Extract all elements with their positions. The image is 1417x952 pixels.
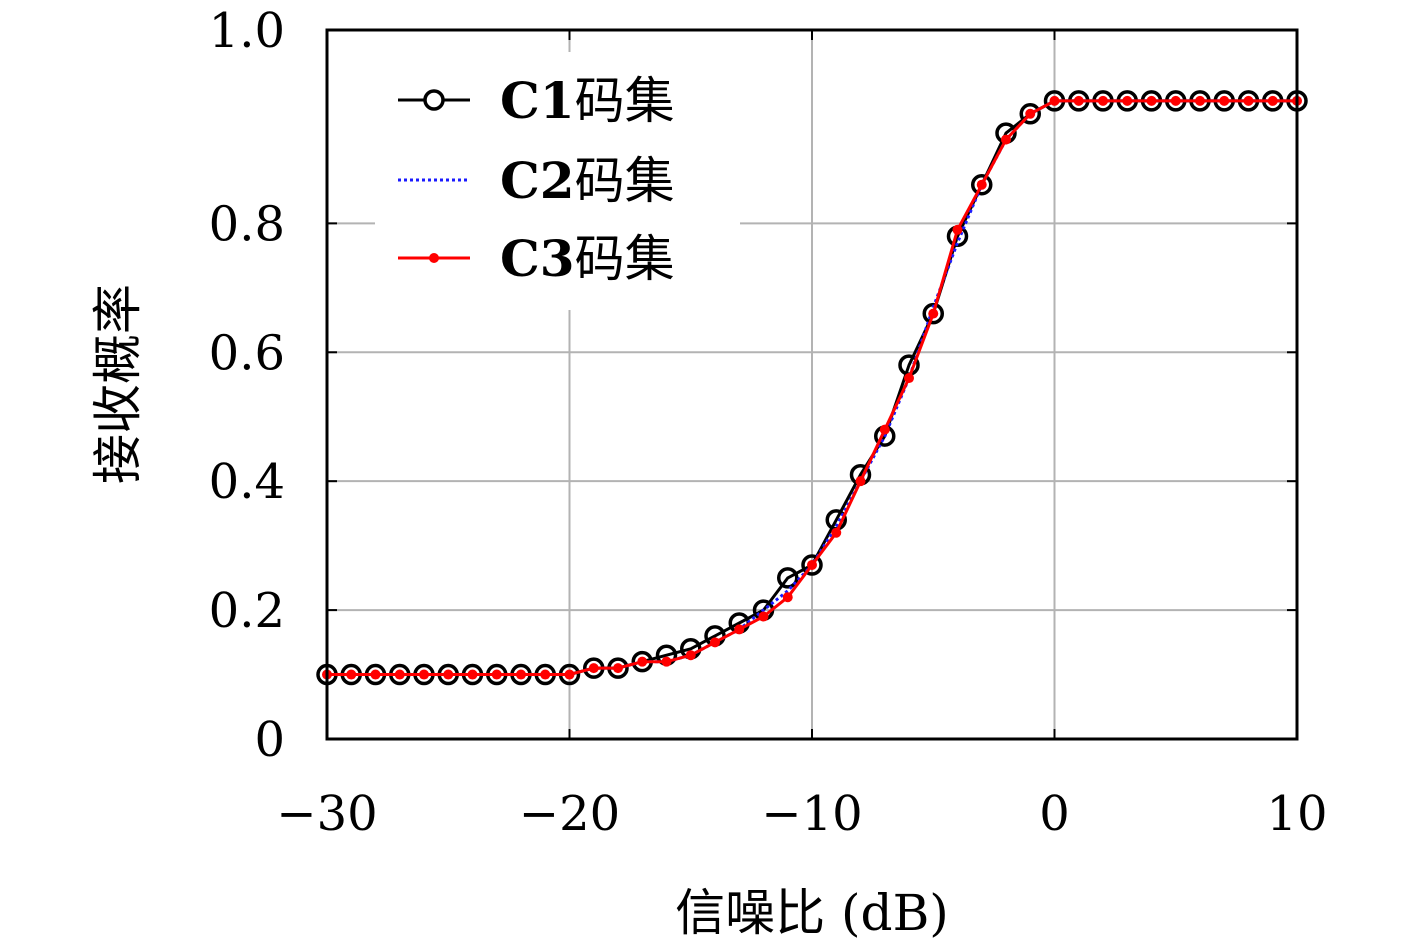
- data-point-c3: [613, 663, 623, 674]
- x-tick-label: −30: [276, 786, 377, 842]
- data-point-c3: [419, 669, 429, 680]
- data-point-c3: [491, 669, 502, 680]
- data-point-c3: [564, 669, 575, 680]
- data-point-c3: [879, 424, 890, 435]
- data-point-c3: [904, 373, 914, 384]
- data-point-c3: [1098, 95, 1108, 106]
- x-tick-label: −20: [519, 786, 620, 842]
- data-point-c3: [394, 669, 405, 680]
- legend-swatch-marker: [429, 253, 439, 263]
- data-point-c3: [685, 650, 696, 661]
- y-tick-label: 0.2: [209, 583, 285, 639]
- series-c3: [322, 95, 1302, 680]
- x-tick-label: 10: [1266, 786, 1327, 842]
- data-point-c3: [1049, 95, 1060, 106]
- y-axis-label: 接收概率: [89, 284, 147, 484]
- data-point-c3: [443, 669, 454, 680]
- legend-label-code: C3: [500, 229, 575, 288]
- x-tick-label: −10: [761, 786, 862, 842]
- y-tick-label: 0.4: [209, 454, 285, 510]
- data-point-c3: [588, 663, 599, 674]
- data-point-c3: [710, 637, 720, 648]
- data-point-c3: [1001, 134, 1011, 145]
- legend-label-suffix: 码集: [575, 152, 675, 210]
- x-axis-label: 信噪比 (dB): [675, 884, 949, 942]
- legend-label: C2码集: [500, 151, 675, 210]
- data-point-c3: [1073, 95, 1084, 106]
- data-point-c3: [516, 669, 526, 680]
- data-point-c3: [807, 559, 817, 570]
- data-point-c1: [801, 554, 823, 576]
- legend-label: C3码集: [500, 229, 675, 288]
- y-tick-label: 0.6: [209, 325, 285, 381]
- legend-label-code: C1: [500, 71, 575, 130]
- data-point-c3: [1267, 95, 1278, 106]
- y-tick-label: 0: [254, 712, 285, 768]
- data-point-c1: [777, 567, 799, 589]
- legend-label-suffix: 码集: [575, 230, 675, 288]
- data-point-c3: [346, 669, 357, 680]
- data-point-c3: [540, 669, 551, 680]
- legend-label-code: C2: [500, 151, 575, 210]
- data-point-c3: [1025, 108, 1036, 119]
- legend-item-c2: C2码集: [398, 151, 675, 210]
- data-point-c3: [637, 656, 648, 667]
- data-point-c3: [467, 669, 478, 680]
- data-point-c3: [976, 179, 987, 190]
- data-point-c3: [1122, 95, 1133, 106]
- legend-label-suffix: 码集: [575, 72, 675, 130]
- data-point-c3: [758, 611, 769, 622]
- data-point-c3: [734, 624, 745, 635]
- data-point-c3: [1219, 95, 1230, 106]
- data-point-c1: [971, 173, 993, 196]
- data-point-c3: [1170, 95, 1181, 106]
- data-point-c3: [782, 592, 793, 603]
- axis-ticks: −30 −20 −10 0 10 0 0.2 0.4 0.6 0.8 1.0: [209, 3, 1328, 842]
- data-point-c3: [928, 308, 939, 319]
- y-tick-label: 1.0: [209, 3, 285, 59]
- data-point-c1: [1019, 103, 1041, 125]
- legend-swatch-marker: [423, 89, 445, 111]
- legend-item-c3: C3码集: [398, 229, 675, 288]
- data-point-c3: [661, 656, 672, 667]
- data-point-c3: [831, 527, 842, 538]
- data-point-c3: [952, 224, 963, 235]
- data-point-c3: [1146, 95, 1157, 106]
- legend-item-c1: C1码集: [398, 71, 675, 130]
- data-point-c3: [855, 476, 866, 487]
- data-point-c3: [370, 669, 381, 680]
- y-tick-label: 0.8: [209, 196, 285, 252]
- x-tick-label: 0: [1039, 786, 1070, 842]
- data-point-c3: [1195, 95, 1205, 106]
- legend-label: C1码集: [500, 71, 675, 130]
- series-layer: [316, 90, 1308, 686]
- data-point-c3: [1243, 95, 1254, 106]
